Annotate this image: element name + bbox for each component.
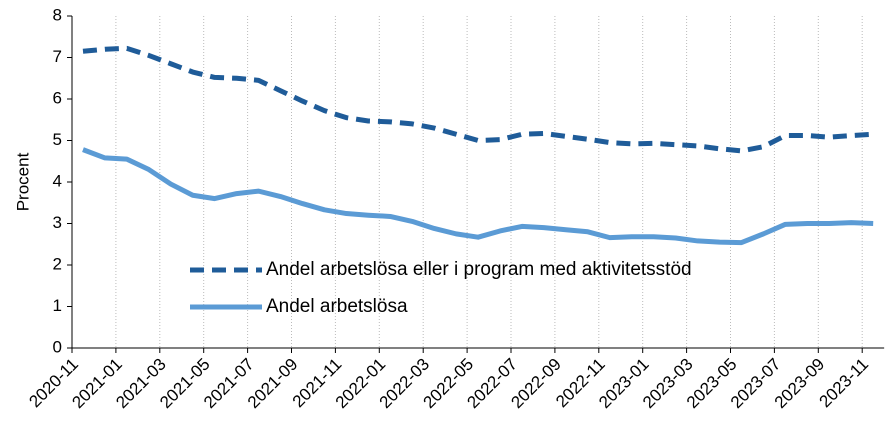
y-tick-label: 1 [53,296,62,315]
y-tick-label: 2 [53,254,62,273]
y-tick-label: 3 [53,213,62,232]
y-tick-label: 6 [53,88,62,107]
series-line [82,147,874,246]
legend-label: Andel arbetslösa eller i program med akt… [266,259,692,280]
y-tick-label: 0 [53,337,62,356]
y-tick-label: 8 [53,5,62,24]
series-line [82,45,874,154]
y-axis-label: Procent [13,152,32,211]
legend-label: Andel arbetslösa [266,296,408,317]
y-tick-label: 5 [53,130,62,149]
x-tick-label: 2023-11 [816,355,873,412]
y-tick-label: 4 [53,171,62,190]
y-tick-label: 7 [53,47,62,66]
